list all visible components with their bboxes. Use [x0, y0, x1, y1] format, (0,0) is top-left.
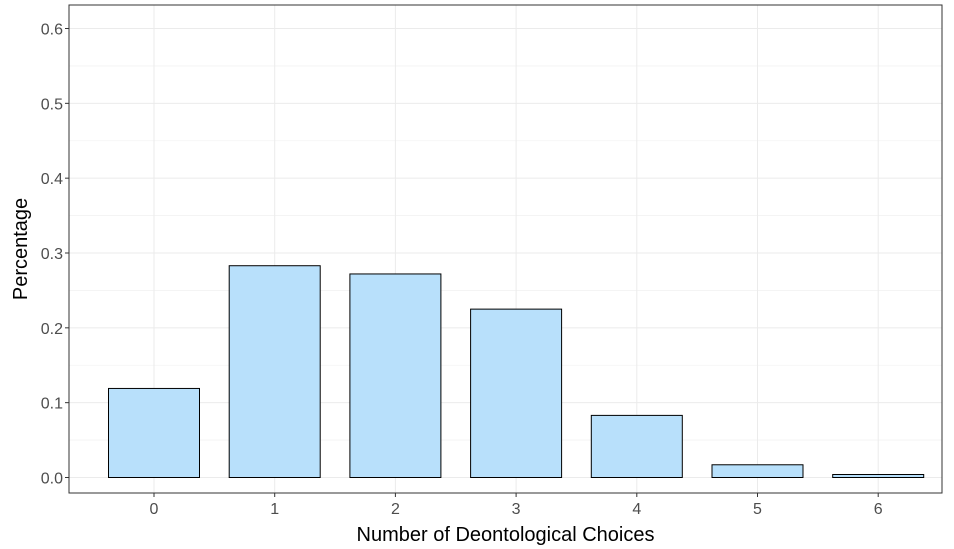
y-tick-label: 0.3	[41, 246, 63, 263]
y-tick-label: 0.1	[41, 396, 63, 413]
y-tick-label: 0.5	[41, 96, 63, 113]
y-tick-label: 0.0	[41, 471, 63, 488]
y-tick-label: 0.4	[41, 171, 63, 188]
x-tick-label: 2	[391, 501, 400, 518]
x-tick-label: 5	[753, 501, 762, 518]
bar-6	[832, 474, 925, 478]
y-axis-title: Percentage	[10, 198, 32, 300]
x-tick-label: 0	[150, 501, 159, 518]
bar-4	[590, 414, 683, 479]
y-axis-ticks: 0.0 0.1 0.2 0.3 0.4 0.5 0.6	[41, 22, 69, 488]
x-tick-label: 3	[512, 501, 521, 518]
bar-0	[108, 387, 200, 478]
bar-2	[349, 273, 442, 478]
x-axis-ticks: 0 1 2 3 4 5 6	[150, 493, 883, 518]
bars	[108, 265, 925, 479]
x-tick-label: 1	[270, 501, 279, 518]
y-tick-label: 0.2	[41, 321, 63, 338]
x-axis-title: Number of Deontological Choices	[357, 524, 655, 546]
bar-5	[711, 464, 804, 478]
bar-1	[228, 265, 321, 479]
x-tick-label: 6	[874, 501, 883, 518]
y-tick-label: 0.6	[41, 22, 63, 39]
plot-panel-border	[68, 4, 943, 494]
bar-3	[470, 308, 563, 478]
x-tick-label: 4	[632, 501, 641, 518]
